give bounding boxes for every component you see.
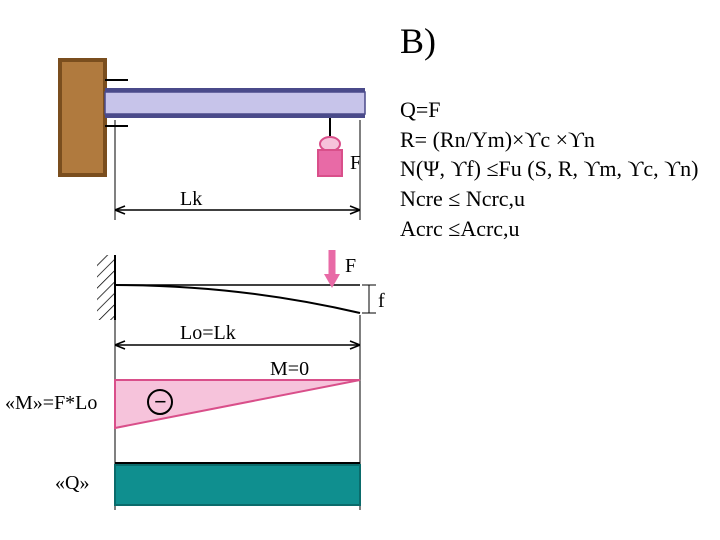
eq-line-3: N(Ψ, ϒf) ≤Fu (S, R, ϒm, ϒc, ϒn): [400, 154, 698, 184]
eq-line-4: Ncre ≤ Ncrc,u: [400, 184, 698, 214]
label-f-deflection: f: [378, 290, 385, 313]
label-Lk: Lk: [180, 188, 202, 211]
label-F-arrow: F: [345, 255, 356, 278]
fixed-support: [97, 255, 115, 320]
dim-Lo: [115, 315, 360, 352]
label-F-top: F: [350, 152, 361, 175]
label-Lo-eq-Lk: Lo=Lk: [180, 322, 236, 345]
eq-line-2: R= (Rn/Ym)×ϒc ×ϒn: [400, 125, 698, 155]
section-title: B): [400, 20, 436, 62]
wall: [60, 60, 105, 175]
label-Q: «Q»: [55, 472, 89, 495]
beam: [105, 88, 365, 118]
load-F-arrow: [324, 250, 340, 288]
deflection-f: [362, 285, 376, 313]
shear-diagram: [115, 463, 360, 505]
beam-diagram: [0, 0, 720, 540]
eq-line-1: Q=F: [400, 95, 698, 125]
minus-sign: −: [154, 389, 167, 415]
moment-diagram: [115, 380, 360, 428]
label-M-formula: «M»=F*Lo: [5, 392, 97, 415]
equations-block: Q=F R= (Rn/Ym)×ϒc ×ϒn N(Ψ, ϒf) ≤Fu (S, R…: [400, 95, 698, 243]
load-F-top: [318, 118, 342, 176]
deflected-shape: [115, 285, 360, 313]
eq-line-5: Acrc ≤Acrc,u: [400, 214, 698, 244]
label-M-eq-0: M=0: [270, 358, 309, 381]
